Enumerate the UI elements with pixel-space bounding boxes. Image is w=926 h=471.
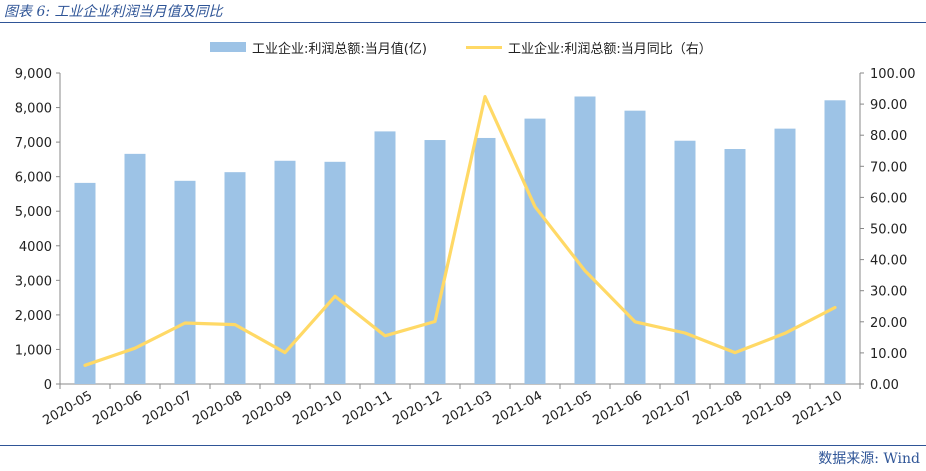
right-tick-label: 100.00 (870, 67, 916, 82)
left-tick-label: 8,000 (15, 102, 52, 117)
bar (324, 161, 346, 384)
bar (674, 140, 696, 384)
bar (224, 172, 246, 384)
right-tick-label: 20.00 (870, 316, 907, 331)
legend-item-bar: 工业企业:利润总额:当月值(亿) (210, 36, 427, 58)
x-tick-label: 2020-09 (240, 388, 295, 428)
bar (124, 153, 146, 384)
bar (274, 160, 296, 384)
right-tick-label: 60.00 (870, 191, 907, 206)
legend-bar-swatch (210, 42, 246, 52)
source-note: 数据来源: Wind (818, 451, 920, 467)
left-tick-label: 0 (44, 378, 52, 393)
left-tick-label: 4000 (19, 240, 52, 255)
x-tick-label: 2021-04 (490, 388, 545, 428)
x-tick-label: 2020-10 (290, 388, 345, 428)
x-tick-label: 2021-03 (440, 388, 495, 428)
bar (374, 131, 396, 384)
x-tick-label: 2020-11 (340, 388, 395, 428)
left-tick-label: 1,000 (15, 343, 52, 358)
bar (174, 180, 196, 384)
left-tick-label: 2,000 (15, 309, 52, 324)
left-tick-label: 9,000 (15, 67, 52, 82)
x-tick-label: 2020-08 (190, 388, 245, 428)
right-tick-label: 40.00 (870, 254, 907, 269)
chart-legend: 工业企业:利润总额:当月值(亿) 工业企业:利润总额:当月同比（右） (0, 36, 926, 60)
x-tick-label: 2020-05 (40, 388, 95, 428)
x-tick-label: 2020-12 (390, 388, 445, 428)
x-tick-label: 2020-06 (90, 388, 145, 428)
left-tick-label: 5,000 (15, 205, 52, 220)
right-tick-label: 10.00 (870, 347, 907, 362)
bar (824, 100, 846, 384)
left-tick-label: 7,000 (15, 136, 52, 151)
right-tick-label: 30.00 (870, 285, 907, 300)
left-tick-label: 3,000 (15, 274, 52, 289)
x-tick-label: 2021-08 (690, 388, 745, 428)
bar (424, 140, 446, 384)
legend-item-line: 工业企业:利润总额:当月同比（右） (466, 36, 712, 58)
right-tick-label: 90.00 (870, 98, 907, 113)
x-tick-label: 2021-06 (590, 388, 645, 428)
left-tick-label: 6,000 (15, 171, 52, 186)
x-tick-label: 2021-10 (790, 388, 845, 428)
x-tick-label: 2021-09 (740, 388, 795, 428)
right-tick-label: 70.00 (870, 160, 907, 175)
x-tick-label: 2021-05 (540, 388, 595, 428)
figure-header: 图表 6: 工业企业利润当月值及同比 (0, 0, 926, 22)
right-tick-label: 50.00 (870, 223, 907, 238)
x-tick-label: 2020-07 (140, 388, 195, 428)
right-tick-label: 80.00 (870, 129, 907, 144)
bar (474, 137, 496, 384)
bar (624, 110, 646, 384)
bottom-rule (0, 445, 926, 446)
bar (74, 182, 96, 384)
top-rule (0, 22, 926, 23)
legend-line-label: 工业企业:利润总额:当月同比（右） (508, 41, 712, 57)
legend-line-swatch (466, 45, 502, 49)
bar (574, 96, 596, 385)
x-tick-label: 2021-07 (640, 388, 695, 428)
yoy-line (83, 94, 837, 367)
bar (774, 128, 796, 384)
bar (524, 118, 546, 384)
right-tick-label: 0.00 (870, 378, 899, 393)
bar (724, 149, 746, 384)
figure-title: 图表 6: 工业企业利润当月值及同比 (4, 4, 223, 20)
legend-bar-label: 工业企业:利润总额:当月值(亿) (252, 41, 427, 57)
